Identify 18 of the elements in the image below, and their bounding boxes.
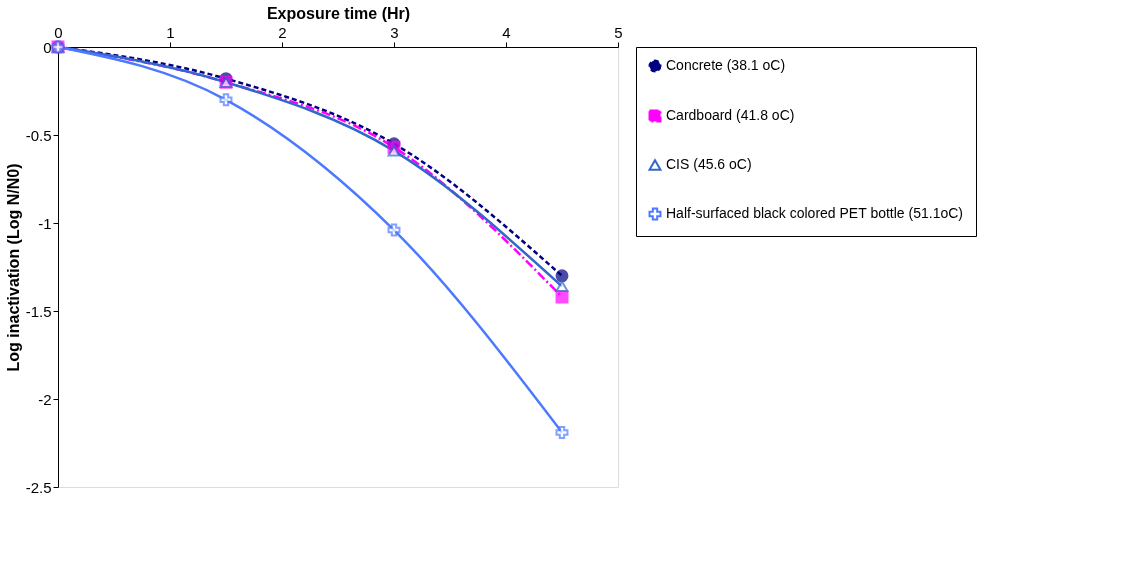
x-tick-label: 5: [614, 23, 623, 41]
legend-label: Cardboard (41.8 oC): [666, 107, 795, 123]
y-tick-label: 0: [43, 38, 52, 56]
y-axis-title: Log inactivation (Log N/N0): [4, 163, 22, 372]
y-tick-label: -2.5: [25, 478, 52, 496]
x-tick-label: 1: [166, 23, 175, 41]
x-tick-label: 2: [278, 23, 287, 41]
legend-label: CIS (45.6 oC): [666, 156, 752, 172]
y-tick-label: -1.5: [25, 302, 52, 320]
legend-label: Concrete (38.1 oC): [666, 57, 786, 73]
legend-label: Half-surfaced black colored PET bottle (51.1oC): [666, 205, 963, 221]
x-tick-label: 4: [502, 23, 511, 41]
y-tick-label: -1: [38, 214, 52, 232]
y-tick-label: -2: [38, 390, 52, 408]
y-tick-label: -0.5: [25, 126, 52, 144]
x-axis-title: Exposure time (Hr): [266, 4, 411, 22]
x-tick-label: 0: [54, 23, 63, 41]
x-tick-label: 3: [390, 23, 399, 41]
